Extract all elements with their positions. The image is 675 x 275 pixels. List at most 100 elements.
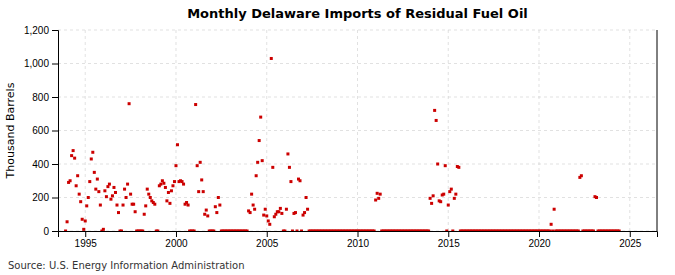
chart-svg: 1995200020052010201520202025020040060080…: [0, 0, 675, 275]
point: [117, 211, 120, 214]
point: [194, 103, 197, 106]
point: [217, 196, 220, 199]
point: [288, 166, 291, 169]
y-tick-mark: [52, 64, 58, 65]
point: [580, 174, 583, 177]
point: [123, 188, 126, 191]
point: [105, 195, 108, 198]
point: [432, 194, 435, 197]
point: [171, 184, 174, 187]
x-tick-mark: [630, 231, 631, 237]
point: [268, 223, 271, 226]
point: [429, 197, 432, 200]
point: [553, 208, 556, 211]
point: [199, 161, 202, 164]
point: [114, 191, 117, 194]
y-axis-line: [52, 31, 59, 232]
y-tick: 600: [32, 125, 58, 136]
x-tick: 2010: [347, 231, 370, 249]
point: [445, 230, 448, 232]
point: [202, 190, 205, 193]
point: [153, 203, 156, 206]
point: [451, 230, 454, 232]
point: [99, 204, 102, 207]
point: [146, 188, 149, 191]
point: [551, 230, 554, 232]
grid-line-x: [266, 30, 267, 231]
point: [444, 164, 447, 167]
point: [277, 210, 280, 213]
plot-area: 1995200020052010201520202025020040060080…: [24, 25, 658, 249]
point: [112, 186, 115, 189]
point: [299, 179, 302, 182]
grid-line-x: [629, 30, 630, 231]
y-axis: 02004006008001,0001,200: [24, 25, 59, 237]
point: [279, 207, 282, 210]
point: [174, 164, 177, 167]
source-note: Source: U.S. Energy Information Administ…: [8, 260, 245, 271]
x-tick: 2020: [528, 231, 551, 249]
point: [285, 208, 288, 211]
point: [64, 230, 67, 232]
grid: [58, 30, 657, 231]
point: [75, 184, 78, 187]
point: [159, 183, 162, 186]
point: [212, 230, 215, 232]
point: [115, 204, 118, 207]
point: [548, 230, 551, 232]
x-tick-mark: [358, 231, 359, 237]
point: [147, 193, 150, 196]
y-tick-mark: [52, 198, 58, 199]
point: [246, 230, 249, 232]
point: [454, 193, 457, 196]
point: [82, 228, 85, 231]
grid-line-x: [175, 30, 176, 231]
x-axis-line: [59, 232, 658, 238]
point: [379, 193, 382, 196]
point: [271, 166, 274, 169]
point: [377, 197, 380, 200]
point: [141, 230, 144, 232]
point: [283, 230, 286, 232]
point: [120, 230, 123, 232]
point: [109, 198, 112, 201]
y-tick-label: 800: [32, 92, 49, 103]
point: [253, 208, 256, 211]
point: [203, 213, 206, 216]
point: [252, 204, 255, 207]
x-tick-label: 2010: [347, 238, 370, 249]
point: [218, 204, 221, 207]
point: [88, 180, 91, 183]
x-tick-mark: [85, 231, 86, 237]
point: [300, 230, 303, 232]
x-tick-label: 2005: [256, 238, 279, 249]
point: [214, 205, 217, 208]
y-tick-label: 600: [32, 125, 49, 136]
point: [193, 230, 196, 232]
point: [97, 190, 100, 193]
y-tick: 1,000: [24, 58, 58, 69]
point: [125, 196, 128, 199]
point: [102, 228, 105, 231]
points: [64, 57, 621, 231]
x-tick-label: 2015: [438, 238, 461, 249]
title: Monthly Delaware Imports of Residual Fue…: [187, 6, 528, 21]
grid-line-y: [58, 63, 657, 64]
y-tick: 200: [32, 192, 58, 203]
grid-line-x: [357, 30, 358, 231]
point: [76, 174, 79, 177]
point: [122, 204, 125, 207]
y-axis-label: Thousand Barrels: [4, 82, 17, 179]
point: [129, 193, 132, 196]
grid-line-y: [58, 130, 657, 131]
point: [289, 180, 292, 183]
point: [176, 143, 179, 146]
point: [442, 193, 445, 196]
point: [618, 230, 621, 232]
point: [111, 194, 114, 197]
point: [592, 230, 595, 232]
point: [427, 230, 430, 232]
point: [296, 230, 299, 232]
y-tick-label: 400: [32, 159, 49, 170]
point: [374, 199, 377, 202]
